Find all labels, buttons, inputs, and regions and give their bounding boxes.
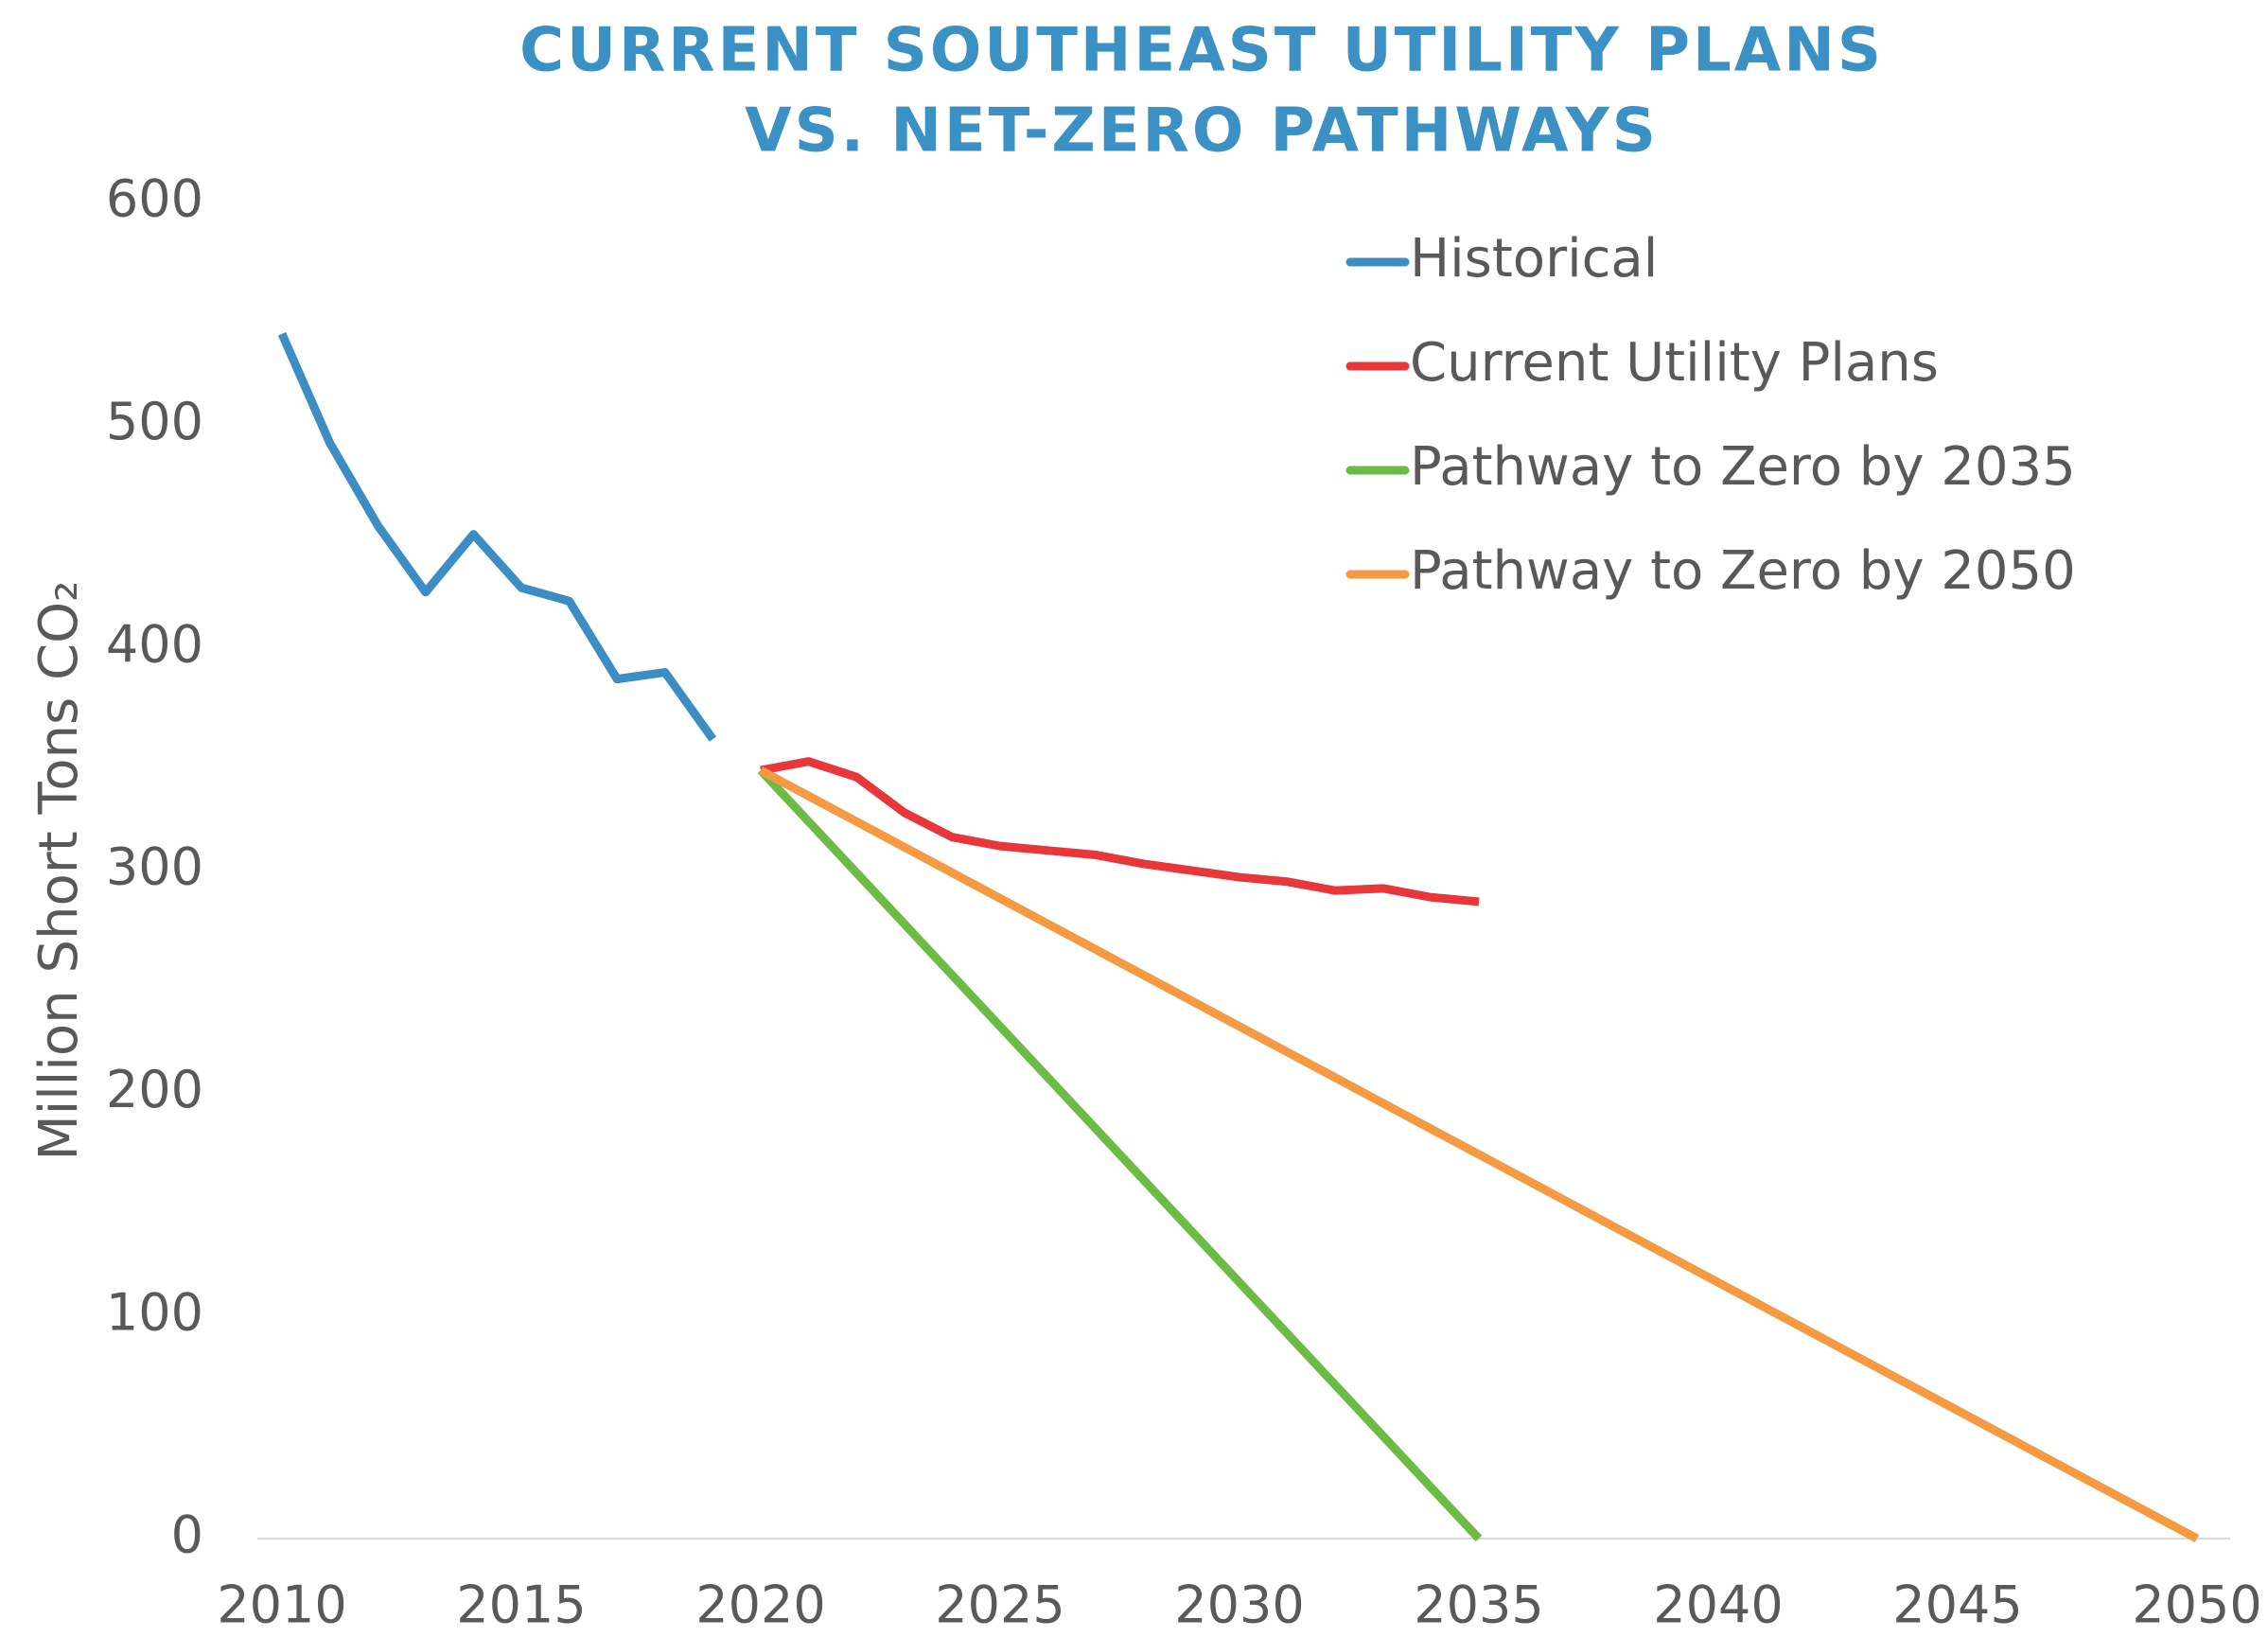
x-tick-label: 2015: [456, 1575, 586, 1635]
x-tick-label: 2010: [217, 1575, 346, 1635]
legend-label: Pathway to Zero by 2035: [1410, 436, 2076, 498]
y-tick-label: 300: [106, 837, 203, 897]
x-tick-label: 2045: [1892, 1575, 2022, 1635]
x-tick-label: 2040: [1653, 1575, 1783, 1635]
legend-label: Pathway to Zero by 2050: [1410, 540, 2076, 602]
legend-label: Current Utility Plans: [1410, 332, 1939, 394]
x-tick-label: 2035: [1414, 1575, 1543, 1635]
series-line: [757, 767, 1483, 1542]
y-axis-label: Million Short Tons CO₂: [28, 580, 90, 1160]
series-line: [758, 766, 2200, 1542]
x-tick-label: 2025: [935, 1575, 1064, 1635]
y-tick-label: 500: [106, 392, 203, 451]
y-tick-label: 600: [106, 169, 203, 229]
x-tick-label: 2050: [2132, 1575, 2261, 1635]
y-tick-label: 100: [106, 1282, 203, 1342]
y-tick-label: 0: [171, 1505, 203, 1565]
chart-title: CURRENT SOUTHEAST UTILITY PLANS: [519, 16, 1884, 86]
series-line: [277, 332, 717, 742]
legend-label: Historical: [1410, 228, 1658, 290]
chart-title: VS. NET-ZERO PATHWAYS: [745, 97, 1659, 167]
x-tick-label: 2030: [1174, 1575, 1304, 1635]
y-tick-label: 200: [106, 1060, 203, 1119]
y-tick-label: 400: [106, 614, 203, 674]
x-tick-label: 2020: [695, 1575, 825, 1635]
series-line: [760, 757, 1480, 907]
